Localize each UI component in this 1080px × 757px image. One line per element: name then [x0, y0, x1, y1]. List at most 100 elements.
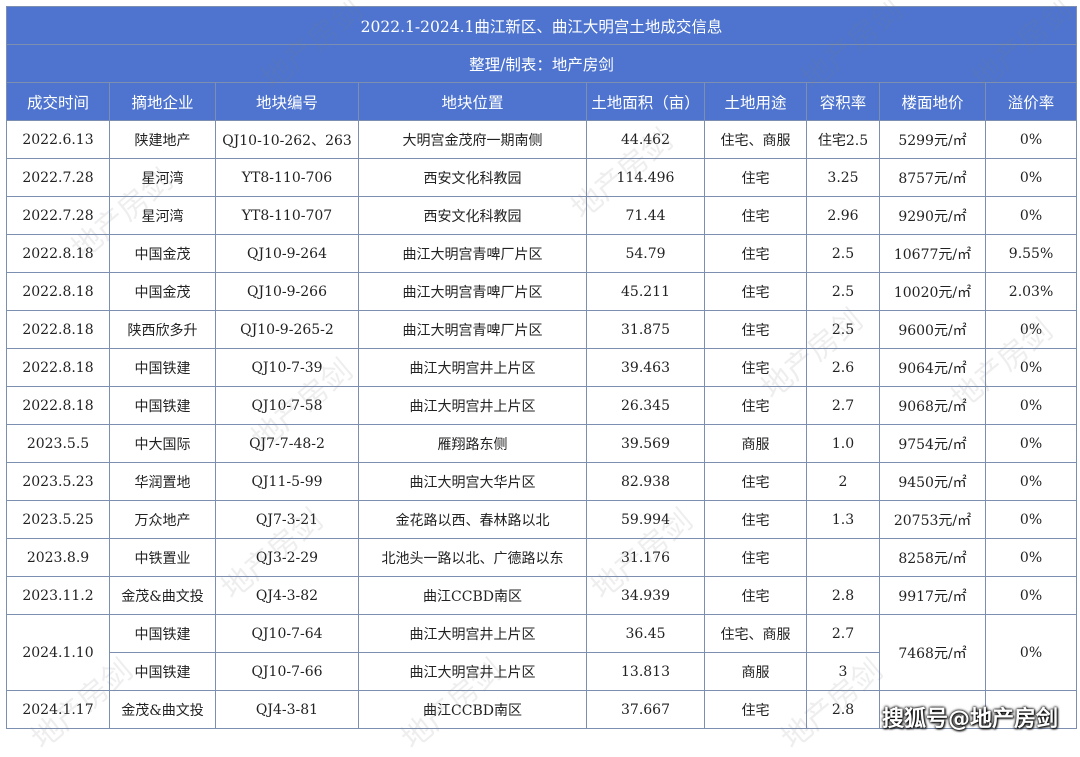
merged-date-cell: 2024.1.10: [6, 614, 110, 691]
table-cell: 36.45: [586, 614, 705, 653]
table-row: 2022.8.18 陕西欣多升 QJ10-9-265-2 曲江大明宫青啤厂片区 31.8…: [6, 310, 1078, 349]
table-cell: 2022.8.18: [6, 234, 110, 273]
source-watermark: 搜狐号@地产房剑: [881, 707, 1058, 732]
table-cell: 住宅2.5: [806, 120, 880, 159]
table-cell: 2.5: [806, 272, 880, 311]
merged-price-cell: 7468元/㎡: [879, 614, 986, 691]
table-cell: 中国铁建: [109, 652, 216, 691]
table-cell: 2023.11.2: [6, 576, 110, 615]
header-cell: 地块编号: [215, 82, 359, 121]
table-cell: 1.0: [806, 424, 880, 463]
table-cell: 0%: [984, 348, 1078, 387]
table-cell: 曲江大明宫青啤厂片区: [358, 234, 587, 273]
table-row: 2023.5.23 华润置地 QJ11-5-99 曲江大明宫大华片区 82.938 住宅 2…: [6, 462, 1078, 501]
table-cell: 中国铁建: [109, 386, 216, 425]
table-cell: 8757元/㎡: [879, 158, 986, 197]
table-cell: QJ10-9-264: [215, 234, 359, 273]
table-cell: 0%: [984, 310, 1078, 349]
table-cell: 住宅: [704, 348, 807, 387]
table-cell: 2.7: [806, 386, 880, 425]
table-cell: 住宅: [704, 386, 807, 425]
table-cell: [806, 538, 880, 577]
table-cell: 59.994: [586, 500, 705, 539]
table-row: 2022.7.28 星河湾 YT8-110-707 西安文化科教园 71.44 住宅 2.9…: [6, 196, 1078, 235]
table-cell: 住宅、商服: [704, 120, 807, 159]
header-cell: 地块位置: [358, 82, 587, 121]
table-cell: 2022.8.18: [6, 310, 110, 349]
table-cell: QJ10-7-39: [215, 348, 359, 387]
table-cell: 2022.7.28: [6, 196, 110, 235]
table-cell: 住宅: [704, 158, 807, 197]
table-cell: 0%: [984, 120, 1078, 159]
table-cell: 2023.5.5: [6, 424, 110, 463]
table-cell: 44.462: [586, 120, 705, 159]
table-cell: 2023.5.25: [6, 500, 110, 539]
table-cell: 0%: [984, 576, 1078, 615]
table-cell: 住宅、商服: [704, 614, 807, 653]
table-cell: YT8-110-707: [215, 196, 359, 235]
table-cell: QJ7-7-48-2: [215, 424, 359, 463]
table-cell: 金花路以西、春林路以北: [358, 500, 587, 539]
land-deal-table: 2022.1-2024.1曲江新区、曲江大明宫土地成交信息 整理/制表：地产房剑…: [5, 6, 1078, 729]
table-cell: QJ3-2-29: [215, 538, 359, 577]
table-title: 2022.1-2024.1曲江新区、曲江大明宫土地成交信息: [5, 6, 1078, 45]
table-cell: 曲江大明宫井上片区: [358, 614, 587, 653]
table-cell: 住宅: [704, 196, 807, 235]
header-row: 成交时间 摘地企业 地块编号 地块位置 土地面积（亩） 土地用途 容积率 楼面地…: [6, 82, 1078, 121]
table-row: 2023.11.2 金茂&曲文投 QJ4-3-82 曲江CCBD南区 34.939 住宅 2…: [6, 576, 1078, 615]
table-cell: 9917元/㎡: [879, 576, 986, 615]
table-cell: 31.176: [586, 538, 705, 577]
table-cell: 9450元/㎡: [879, 462, 986, 501]
table-cell: YT8-110-706: [215, 158, 359, 197]
table-cell: 2.7: [806, 614, 880, 653]
table-cell: 2.8: [806, 576, 880, 615]
table-cell: 31.875: [586, 310, 705, 349]
table-cell: 0%: [984, 196, 1078, 235]
table-cell: 曲江CCBD南区: [358, 690, 587, 729]
table-cell: 0%: [984, 462, 1078, 501]
table-cell: QJ4-3-81: [215, 690, 359, 729]
table-cell: 曲江大明宫青啤厂片区: [358, 310, 587, 349]
table-row: 2023.8.9 中铁置业 QJ3-2-29 北池头一路以北、广德路以东 31.176 住…: [6, 538, 1078, 577]
table-cell: 住宅: [704, 690, 807, 729]
table-cell: QJ11-5-99: [215, 462, 359, 501]
header-cell: 摘地企业: [109, 82, 216, 121]
table-cell: 住宅: [704, 538, 807, 577]
table-cell: 37.667: [586, 690, 705, 729]
header-cell: 溢价率: [984, 82, 1078, 121]
table-cell: 曲江大明宫青啤厂片区: [358, 272, 587, 311]
table-cell: 114.496: [586, 158, 705, 197]
table-cell: 2: [806, 462, 880, 501]
table-cell: 13.813: [586, 652, 705, 691]
table-cell: QJ10-9-266: [215, 272, 359, 311]
table-cell: 2.03%: [984, 272, 1078, 311]
table-cell: 中大国际: [109, 424, 216, 463]
table-cell: 3.25: [806, 158, 880, 197]
header-cell: 土地面积（亩）: [586, 82, 705, 121]
table-cell: 2022.8.18: [6, 272, 110, 311]
header-cell: 土地用途: [704, 82, 807, 121]
table-subtitle: 整理/制表：地产房剑: [5, 44, 1078, 83]
table-cell: 20753元/㎡: [879, 500, 986, 539]
land-table-container: 2022.1-2024.1曲江新区、曲江大明宫土地成交信息 整理/制表：地产房剑…: [5, 6, 1078, 729]
table-cell: 26.345: [586, 386, 705, 425]
table-cell: 39.569: [586, 424, 705, 463]
title-row: 2022.1-2024.1曲江新区、曲江大明宫土地成交信息: [5, 6, 1078, 45]
table-cell: 住宅: [704, 272, 807, 311]
table-cell: QJ7-3-21: [215, 500, 359, 539]
merged-group: 2024.1.10 中国铁建 QJ10-7-64 曲江大明宫井上片区 36.45…: [6, 614, 1078, 729]
table-cell: 商服: [704, 424, 807, 463]
table-cell: 2022.6.13: [6, 120, 110, 159]
subtitle-row: 整理/制表：地产房剑: [5, 44, 1078, 83]
table-cell: 8258元/㎡: [879, 538, 986, 577]
table-cell: 北池头一路以北、广德路以东: [358, 538, 587, 577]
table-cell: 2023.5.23: [6, 462, 110, 501]
table-cell: 星河湾: [109, 158, 216, 197]
table-cell: 商服: [704, 652, 807, 691]
table-cell: QJ10-9-265-2: [215, 310, 359, 349]
table-cell: 陕建地产: [109, 120, 216, 159]
table-cell: 中国铁建: [109, 614, 216, 653]
table-row: 2023.5.5 中大国际 QJ7-7-48-2 雁翔路东侧 39.569 商服 1.0 97…: [6, 424, 1078, 463]
table-cell: 住宅: [704, 234, 807, 273]
table-cell: 2.8: [806, 690, 880, 729]
